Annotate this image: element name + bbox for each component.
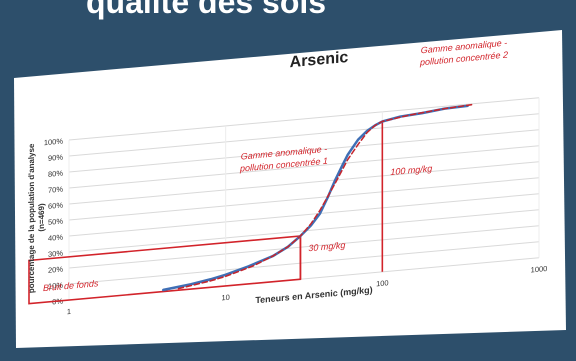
y-tick-label: 70% [48, 185, 63, 195]
grid-line-y [69, 161, 539, 205]
grid-line-y [69, 113, 539, 157]
y-tick-label: 50% [48, 217, 63, 227]
x-tick-labels: 1 10 100 1000 [67, 264, 547, 316]
y-axis-label: pourcentage de la population d'analyse(n… [27, 142, 46, 294]
y-tick-label: 90% [48, 153, 63, 163]
grid-line-y [69, 193, 539, 237]
y-tick-label: 10% [48, 281, 63, 291]
chart-background [14, 30, 566, 348]
threshold-30-label: 30 mg/kg [308, 240, 345, 253]
grid-line-y [69, 129, 539, 173]
chart-title: Arsenic [290, 48, 349, 71]
slide-title: qualité des sols [86, 0, 327, 20]
grid-line-y [69, 145, 539, 189]
y-tick-label: 60% [48, 201, 63, 211]
x-tick-label: 1000 [531, 264, 548, 274]
y-tick-label: 100% [44, 137, 63, 148]
series [162, 103, 475, 292]
x-tick-label: 100 [376, 278, 388, 288]
y-tick-label: 20% [48, 265, 63, 275]
arsenic-chart: 0%10%20%30%40%50%60%70%80%90%100% 110100… [14, 30, 566, 348]
grid-line-y [69, 177, 539, 221]
threshold-100-label: 100 mg/kg [390, 163, 432, 177]
grid-line-y [69, 97, 539, 141]
chart-card: 0% 10% 20% 30% 40% 50% 60% 70% 80% 90% 100% 1 10 100… [14, 30, 566, 348]
y-tick-label: 80% [48, 169, 63, 179]
series-line-dashed [177, 103, 475, 290]
grid-line-y [69, 241, 539, 285]
y-tick-label: 30% [48, 249, 63, 259]
grid-line-y [69, 225, 539, 269]
y-tick-label: 40% [48, 233, 63, 243]
x-tick-label: 10 [222, 293, 230, 303]
x-tick-label: 1 [67, 307, 71, 316]
